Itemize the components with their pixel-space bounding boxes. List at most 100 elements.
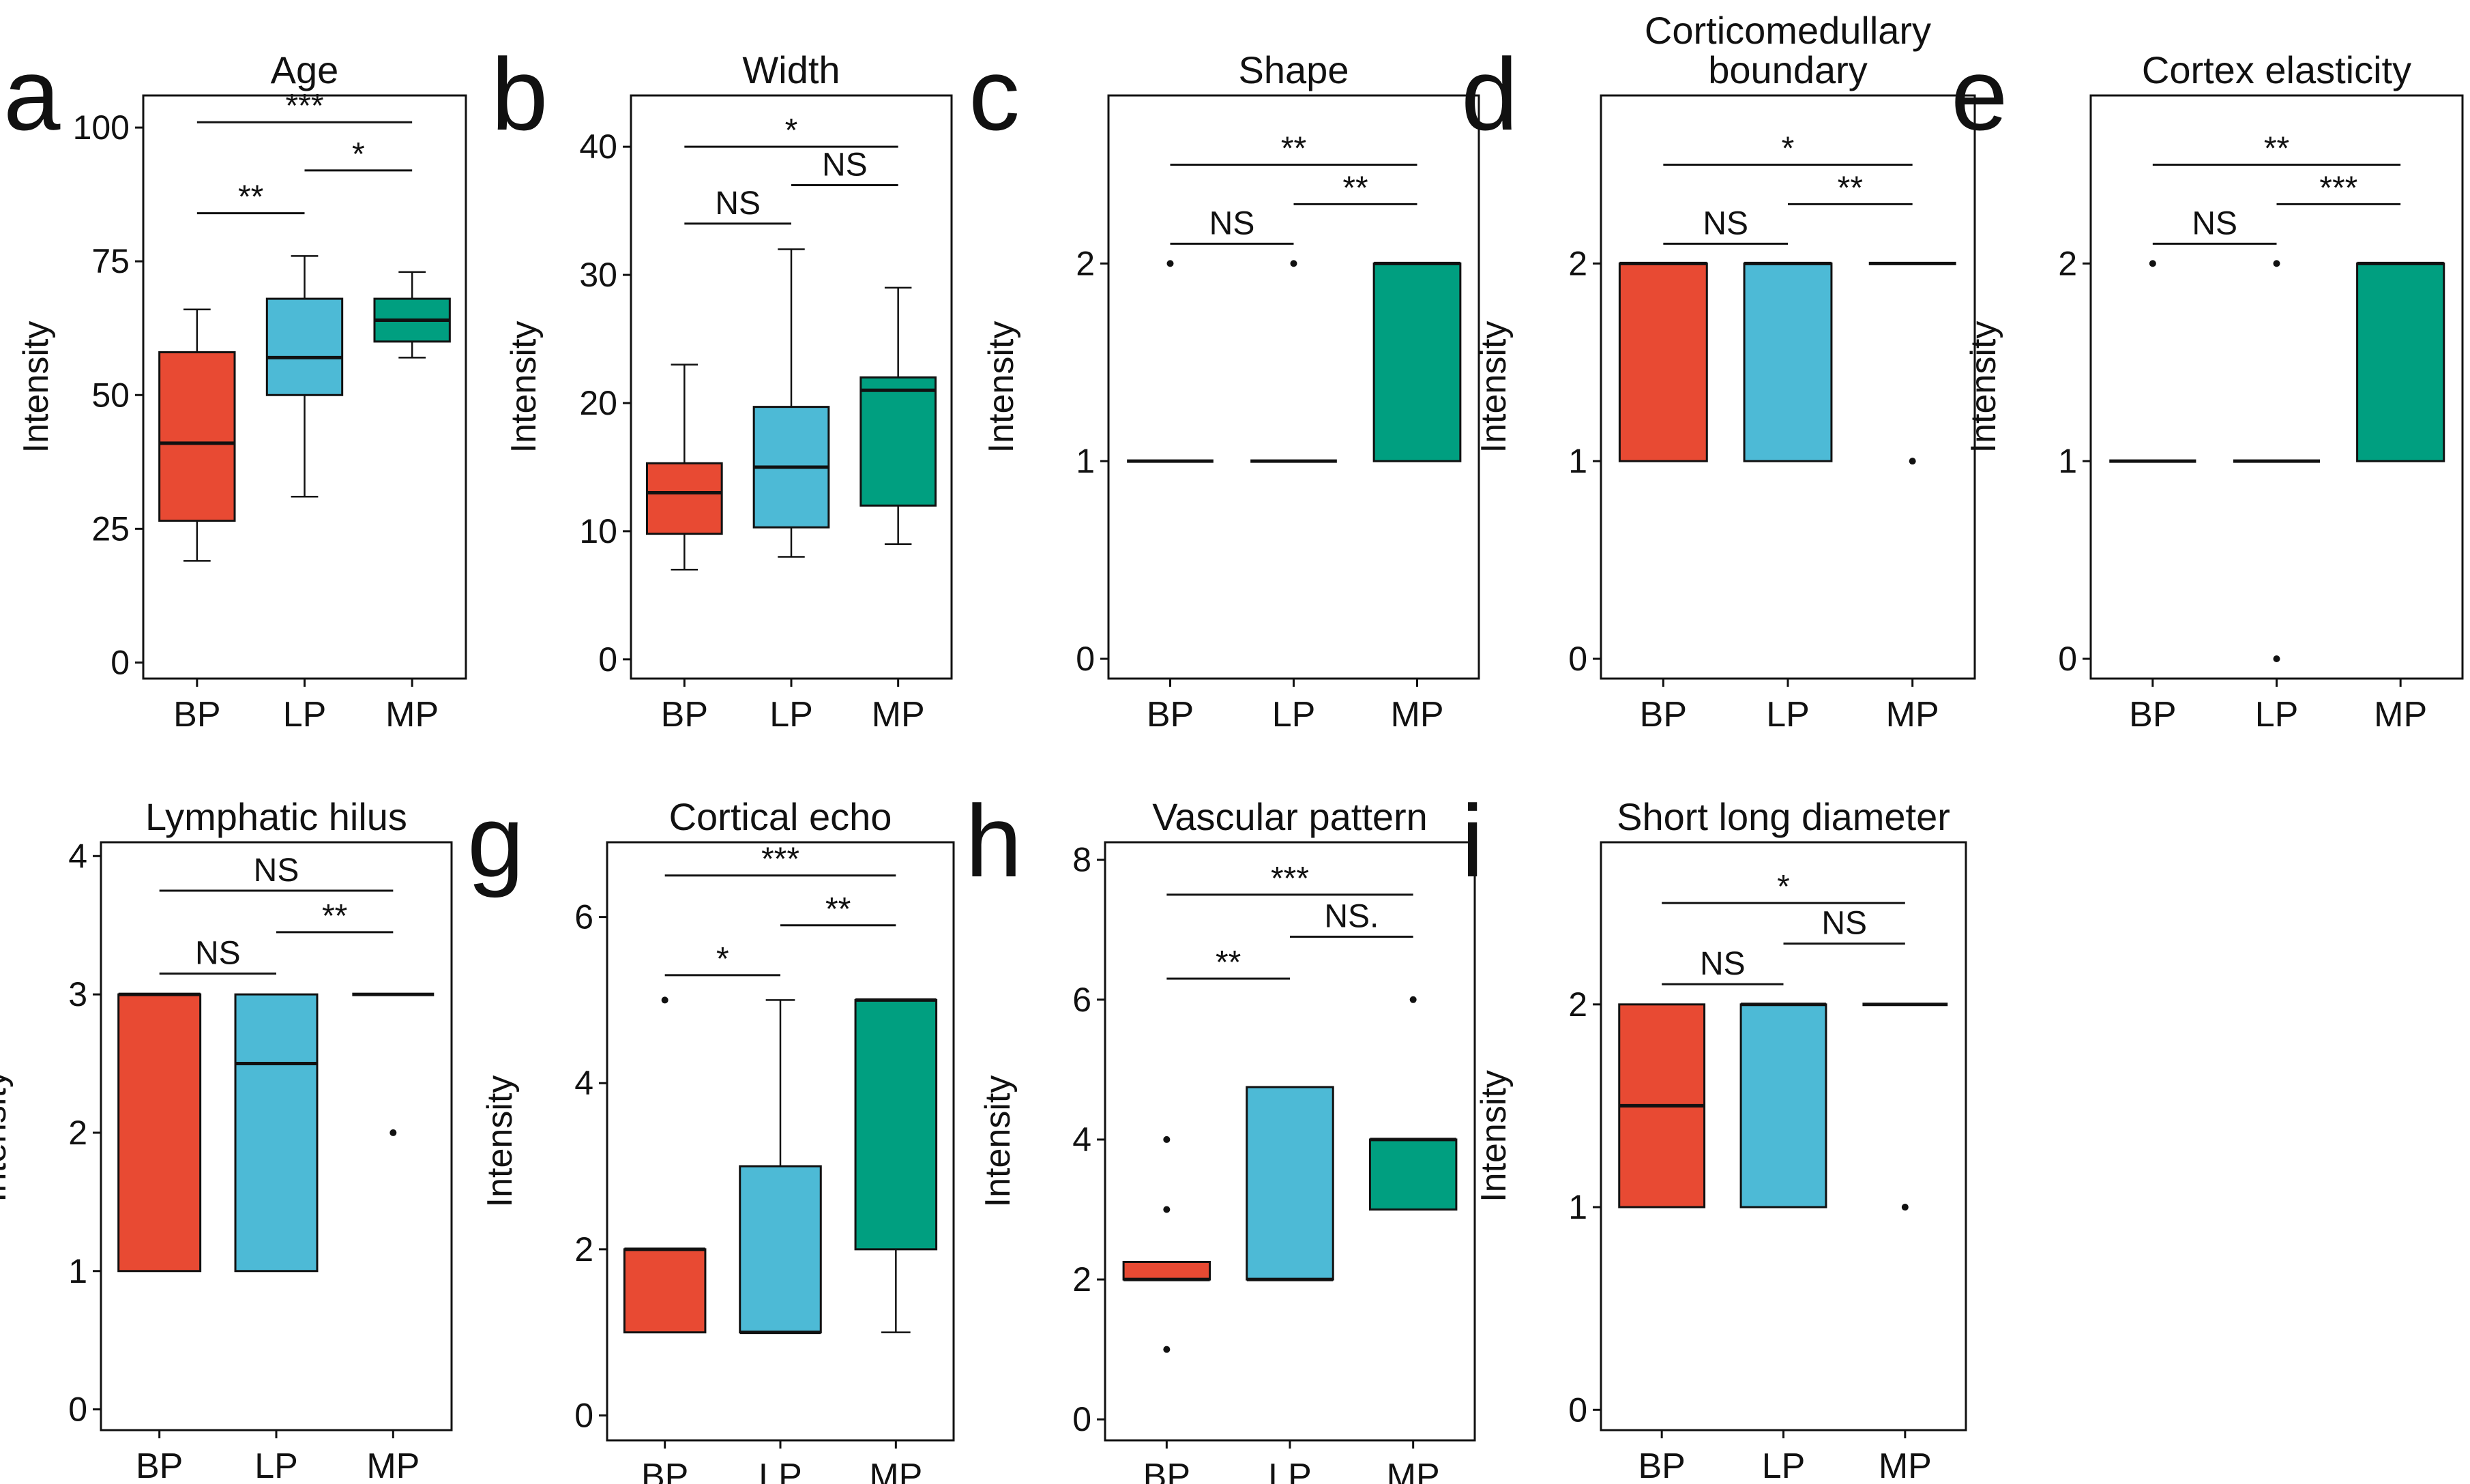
box-LP [739, 1165, 822, 1334]
panel-b: b Width 0 10 20 30 40 Intensity BP LP MP NS NS * [491, 37, 953, 734]
y-tick-label: 2 [1076, 244, 1095, 282]
y-tick-label: 8 [1072, 841, 1091, 879]
y-axis-label: Intensity [16, 321, 56, 454]
significance-label: ** [1281, 130, 1306, 166]
y-tick-label: 6 [574, 898, 593, 936]
y-tick-label: 20 [579, 384, 617, 422]
significance-label: ** [825, 891, 851, 928]
x-category-label: BP [2129, 695, 2176, 734]
significance-label: NS [1703, 205, 1748, 241]
x-category-label: LP [1762, 1446, 1806, 1484]
y-tick-label: 25 [91, 509, 130, 548]
panel-title: Corticomedullary [1645, 9, 1931, 52]
panel-title: Shape [1239, 48, 1349, 91]
significance-label: NS [822, 147, 868, 183]
significance-label: NS. [1324, 898, 1379, 934]
x-category-label: LP [283, 695, 327, 734]
panel-letter-h: h [965, 784, 1022, 898]
x-category-label: BP [1640, 695, 1687, 734]
significance-label: NS [2192, 205, 2237, 241]
outlier-point [1909, 458, 1916, 465]
panel-letter-e: e [1951, 37, 2008, 151]
y-tick-label: 1 [68, 1252, 87, 1290]
significance-label: ** [1342, 170, 1368, 206]
y-axis-label: Intensity [480, 1075, 520, 1208]
y-tick-label: 50 [91, 376, 130, 414]
panel-letter-i: i [1461, 784, 1484, 898]
outlier-point [1166, 260, 1174, 267]
outlier-point [1409, 996, 1417, 1003]
box-BP [623, 1248, 707, 1334]
y-tick-label: 2 [2058, 244, 2077, 282]
y-tick-label: 40 [579, 128, 617, 166]
panel-letter-c: c [969, 37, 1020, 151]
box-MP [854, 998, 938, 1251]
box-LP [265, 297, 344, 396]
y-axis-label: Intensity [1964, 321, 2003, 454]
significance-label: NS [195, 936, 241, 972]
y-tick-label: 3 [68, 975, 87, 1013]
y-tick-label: 6 [1072, 981, 1091, 1019]
panel-h: h Vascular pattern 0 2 4 6 8 Intensity BP LP MP ** N… [965, 784, 1476, 1484]
y-tick-label: 1 [2058, 442, 2077, 480]
x-category-label: MP [385, 695, 439, 734]
box-LP [1743, 262, 1833, 462]
y-axis-label: Intensity [1474, 1070, 1514, 1202]
significance-label: *** [2319, 170, 2357, 206]
significance-label: ** [238, 179, 263, 216]
outlier-point [1901, 1204, 1909, 1211]
y-axis-label: Intensity [0, 1070, 14, 1202]
significance-label: *** [761, 842, 799, 878]
significance-label: ** [322, 898, 347, 934]
y-axis-label: Intensity [504, 321, 544, 454]
significance-label: * [1777, 869, 1790, 905]
outlier-point [1163, 1346, 1171, 1353]
significance-label: NS [715, 186, 761, 222]
x-category-label: MP [1879, 1446, 1932, 1484]
significance-label: ** [2264, 130, 2289, 166]
box-BP [158, 351, 236, 522]
box-MP [1372, 262, 1462, 462]
x-category-label: BP [661, 695, 708, 734]
panel-letter-g: g [467, 784, 524, 898]
box-BP [646, 462, 723, 535]
x-category-label: MP [366, 1446, 420, 1484]
x-category-label: BP [1147, 695, 1194, 734]
y-tick-label: 4 [1072, 1121, 1091, 1159]
y-tick-label: 0 [1072, 1400, 1091, 1438]
significance-label: * [716, 941, 729, 977]
x-category-label: MP [872, 695, 925, 734]
box-MP [1368, 1138, 1458, 1211]
x-category-label: LP [254, 1446, 298, 1484]
significance-label: ** [1838, 170, 1863, 206]
box-BP [117, 993, 202, 1273]
panel-title: Short long diameter [1617, 795, 1950, 838]
box-LP [234, 993, 319, 1273]
box-BP [1618, 262, 1708, 462]
y-tick-label: 0 [1568, 1391, 1587, 1429]
panel-title: Cortex elasticity [2142, 48, 2411, 91]
y-tick-label: 2 [1568, 985, 1587, 1024]
panel-f: fLymphatic hilus01234IntensityBPLPMPNS**… [0, 795, 453, 1484]
y-tick-label: 4 [68, 837, 87, 875]
x-category-label: MP [869, 1457, 922, 1484]
x-category-label: BP [173, 695, 220, 734]
panel-letter-b: b [491, 37, 548, 151]
box-MP [859, 376, 937, 507]
panel-title: Lymphatic hilus [145, 795, 407, 838]
y-tick-label: 30 [579, 256, 617, 294]
x-category-label: MP [1886, 695, 1939, 734]
y-tick-label: 0 [111, 643, 130, 681]
panel-title: Width [742, 48, 840, 91]
x-category-label: LP [1268, 1457, 1312, 1484]
panel-title: boundary [1708, 48, 1868, 91]
x-category-label: MP [1391, 695, 1444, 734]
x-category-label: LP [2255, 695, 2299, 734]
y-axis-label: Intensity [982, 321, 1021, 454]
x-category-label: BP [641, 1457, 688, 1484]
significance-label: NS [254, 852, 299, 889]
